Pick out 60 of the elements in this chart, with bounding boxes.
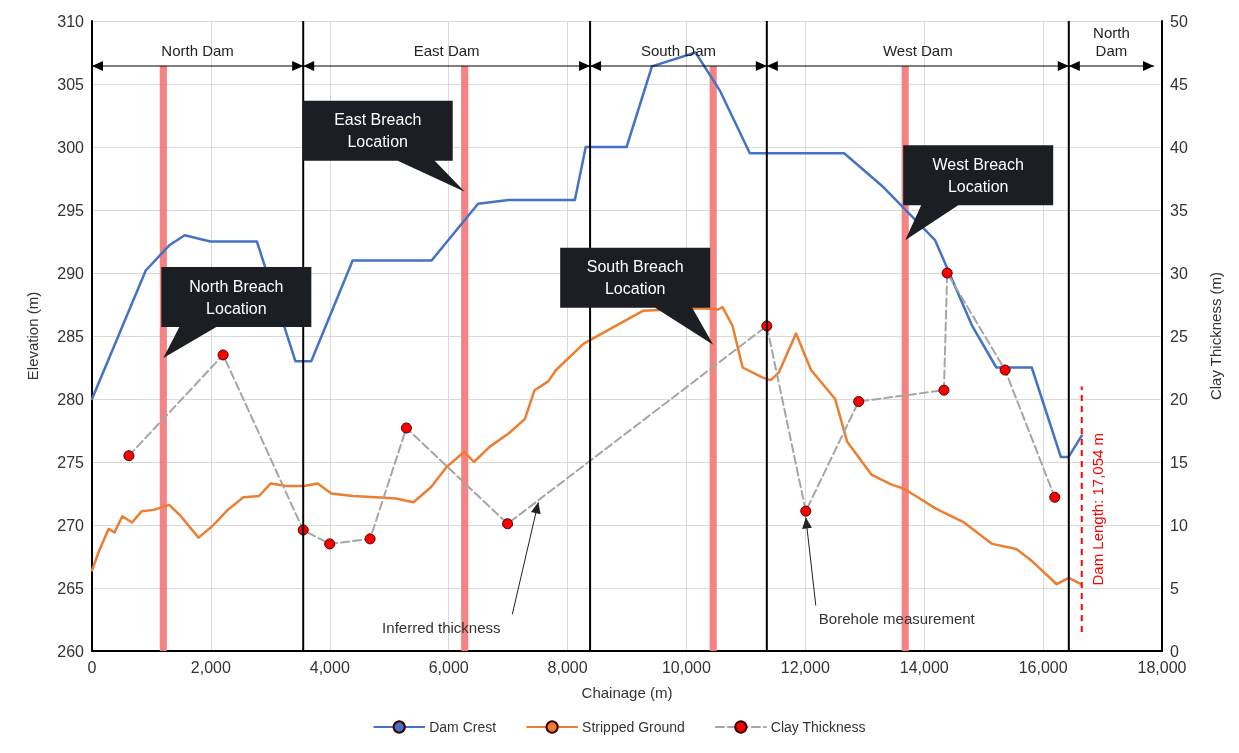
x-tick-label: 2,000 <box>190 658 232 676</box>
y-tick-label: 260 <box>57 642 85 660</box>
point <box>853 396 865 408</box>
y2-tick-label: 45 <box>1170 75 1188 93</box>
y-tick-label: 310 <box>57 12 85 30</box>
point <box>941 267 953 279</box>
y2-tick-label: 0 <box>1170 642 1179 660</box>
y-tick-label: 290 <box>57 264 85 282</box>
y-tick-label: 300 <box>57 138 85 156</box>
y2-tick-label: 25 <box>1170 327 1188 345</box>
legend-label: Dam Crest <box>429 719 497 735</box>
y2-tick-label: 40 <box>1170 138 1188 156</box>
x-tick-label: 8,000 <box>547 658 588 676</box>
annotation: West Dam <box>882 41 953 59</box>
annotation: North Dam <box>161 41 234 59</box>
y2-tick-label: 5 <box>1170 579 1179 597</box>
annotation: East Dam <box>413 41 480 59</box>
point <box>1049 491 1061 503</box>
x-tick-label: 10,000 <box>661 658 712 676</box>
y-tick-label: 295 <box>57 201 85 219</box>
y-axis-title: Elevation (m) <box>24 291 41 381</box>
x-tick-label: 4,000 <box>309 658 350 676</box>
legend-label: Stripped Ground <box>582 719 685 735</box>
x-tick-label: 18,000 <box>1137 658 1187 676</box>
y2-tick-label: 30 <box>1170 264 1188 282</box>
y2-tick-label: 10 <box>1170 516 1188 534</box>
band-label: North Breach Location <box>189 277 284 317</box>
y-tick-label: 270 <box>57 516 85 534</box>
y2-tick-label: 20 <box>1170 390 1188 408</box>
x-tick-label: 16,000 <box>1018 658 1068 676</box>
x-tick-label: 0 <box>87 658 97 676</box>
y2-tick-label: 35 <box>1170 201 1188 219</box>
annotation: Dam Length: 17,054 m <box>1089 432 1107 586</box>
point <box>502 518 514 530</box>
annotation: South Dam <box>640 41 716 59</box>
point <box>938 384 950 396</box>
annotation: North Dam <box>1093 23 1130 59</box>
x-tick-label: 6,000 <box>428 658 469 676</box>
y2-tick-label: 15 <box>1170 453 1188 471</box>
x-axis-title: Chainage (m) <box>581 684 673 701</box>
point <box>364 533 376 545</box>
point <box>999 364 1011 376</box>
point <box>324 538 336 550</box>
x-tick-label: 12,000 <box>780 658 830 676</box>
y-tick-label: 280 <box>57 390 85 408</box>
band-label: West Breach Location <box>932 155 1024 195</box>
legend-label: Clay Thickness <box>770 719 866 735</box>
y-tick-label: 285 <box>57 327 85 345</box>
y2-axis-title: Clay Thickness (m) <box>1207 271 1224 401</box>
band-label: South Breach Location <box>586 258 684 298</box>
point <box>800 505 812 517</box>
y-tick-label: 305 <box>57 75 85 93</box>
y-tick-label: 265 <box>57 579 85 597</box>
point <box>217 349 229 361</box>
point <box>400 422 412 434</box>
band-label: East Breach Location <box>334 111 422 151</box>
y2-tick-label: 50 <box>1170 12 1188 30</box>
x-tick-label: 14,000 <box>899 658 949 676</box>
point <box>123 450 135 462</box>
y-tick-label: 275 <box>57 453 85 471</box>
